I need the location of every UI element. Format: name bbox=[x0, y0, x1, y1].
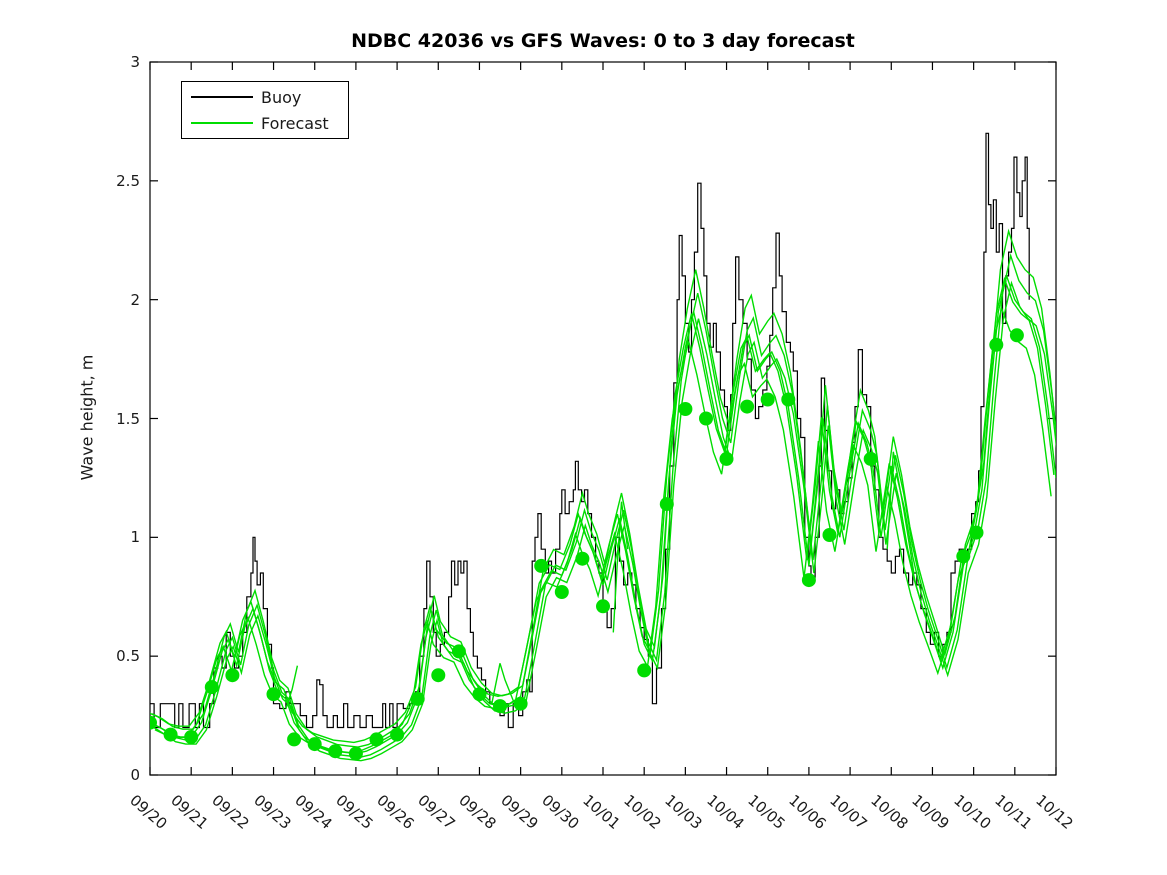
y-tick-label: 3 bbox=[130, 53, 140, 71]
y-tick-label: 2.5 bbox=[116, 171, 140, 190]
legend-item-buoy: Buoy bbox=[191, 87, 348, 107]
forecast-line-swatch bbox=[191, 122, 253, 124]
legend-label-buoy: Buoy bbox=[261, 87, 302, 107]
buoy-line-swatch bbox=[191, 96, 253, 98]
y-tick-label: 1 bbox=[130, 528, 140, 547]
legend-item-forecast: Forecast bbox=[191, 113, 348, 133]
y-tick-label: 2 bbox=[130, 290, 140, 309]
legend-label-forecast: Forecast bbox=[261, 113, 329, 133]
y-tick-label: 0.5 bbox=[116, 647, 140, 666]
chart-title: NDBC 42036 vs GFS Waves: 0 to 3 day fore… bbox=[351, 30, 855, 52]
legend: Buoy Forecast bbox=[181, 81, 349, 139]
y-tick-label: 1.5 bbox=[116, 409, 140, 428]
y-tick-label: 0 bbox=[130, 766, 140, 784]
